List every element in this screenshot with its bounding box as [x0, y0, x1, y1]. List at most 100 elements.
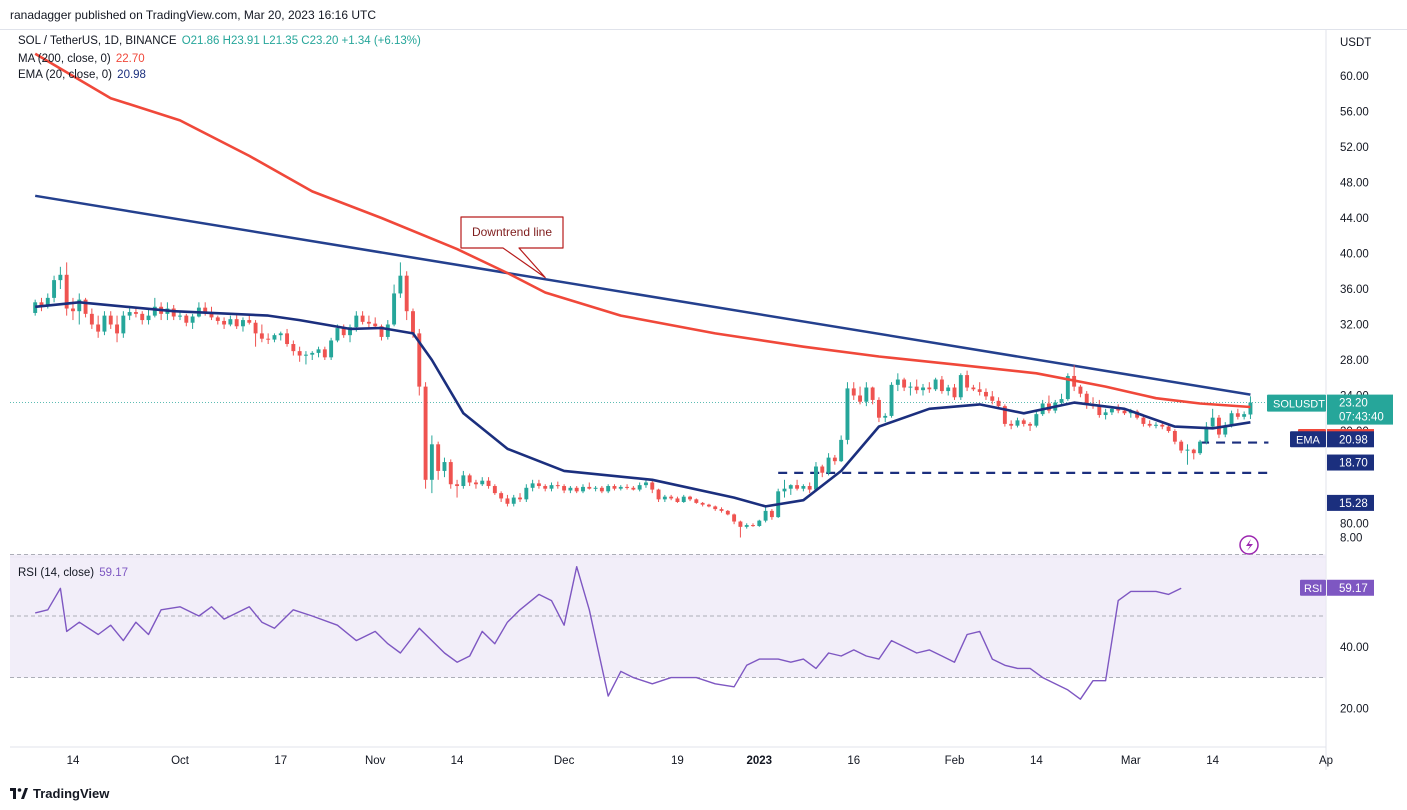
candle-body	[1229, 413, 1234, 426]
candle-body	[77, 299, 82, 312]
axis-price-label-bg	[1327, 494, 1374, 511]
candle-body	[845, 388, 850, 440]
candle-body	[133, 312, 138, 314]
candle-body	[908, 386, 913, 388]
candle-body	[536, 483, 541, 487]
tradingview-brand: TradingView	[33, 786, 110, 801]
candle-body	[725, 510, 730, 515]
candle-body	[832, 457, 837, 462]
candle-body	[184, 315, 189, 323]
ema20-line	[35, 301, 1251, 508]
rsi-tag-bg	[1300, 579, 1326, 596]
price-tick-label: 36.00	[1340, 284, 1369, 296]
axis-price-label-value: 18.70	[1339, 458, 1368, 470]
candle-body	[303, 354, 308, 356]
last-price-label-bg	[1327, 394, 1393, 425]
candle-body	[883, 415, 888, 418]
candle-body	[392, 293, 397, 325]
candle-body	[1059, 399, 1064, 403]
candle-body	[543, 486, 548, 489]
candle-body	[33, 302, 38, 313]
symbol-tag-bg	[1267, 394, 1326, 412]
axis-price-label-value: 15.28	[1339, 498, 1368, 510]
candle-body	[366, 321, 371, 324]
candle-body	[373, 323, 378, 327]
rsi-axis-label-value: 59.17	[1339, 583, 1368, 595]
time-tick-label: Feb	[945, 755, 965, 767]
candle-body	[625, 486, 630, 488]
candle-body	[688, 496, 692, 500]
price-tick-label: 40.00	[1340, 249, 1369, 261]
candle-body	[1147, 423, 1152, 426]
candle-body	[518, 497, 522, 500]
lightning-icon-circle	[1239, 535, 1259, 555]
candle-body	[788, 485, 793, 489]
time-tick-label: Dec	[554, 755, 575, 767]
candle-body	[461, 475, 466, 487]
ma-legend-label: MA (200, close, 0)	[18, 53, 111, 65]
candle-body	[1021, 420, 1026, 424]
candle-body	[1179, 441, 1184, 451]
price-tick-label: 60.00	[1340, 71, 1369, 83]
candle-body	[669, 496, 674, 499]
price-tick-label: 32.00	[1340, 320, 1369, 332]
candle-body	[738, 521, 743, 527]
tradingview-logo[interactable]: TradingView	[10, 786, 109, 801]
candle-body	[662, 496, 667, 500]
time-tick-label: 14	[67, 755, 80, 767]
candle-body	[354, 315, 359, 328]
candle-body	[732, 514, 737, 522]
candle-body	[1223, 425, 1228, 435]
candle-body	[757, 520, 762, 526]
candle-body	[606, 486, 611, 492]
rsi-legend-label: RSI (14, close)	[18, 567, 95, 579]
candle-body	[423, 386, 428, 480]
candle-body	[448, 462, 453, 485]
candle-body	[64, 274, 69, 309]
candle-body	[272, 335, 277, 340]
candle-body	[700, 502, 705, 505]
candle-body	[404, 275, 409, 312]
candle-body	[360, 315, 365, 322]
candle-body	[587, 486, 592, 489]
candle-body	[1028, 423, 1033, 426]
candles-group	[33, 262, 1253, 538]
candle-body	[656, 489, 661, 500]
candle-body	[1242, 414, 1247, 417]
lightning-icon	[1239, 535, 1259, 555]
candle-body	[1116, 408, 1121, 411]
candle-body	[474, 482, 478, 485]
candle-body	[914, 386, 919, 391]
candle-body	[322, 349, 327, 358]
candle-body	[455, 484, 460, 487]
candle-body	[348, 327, 352, 336]
candle-body	[45, 297, 50, 306]
candle-body	[1002, 406, 1007, 424]
tradingview-logo-icon	[10, 788, 28, 799]
candle-body	[839, 439, 844, 462]
downtrend-callout-text: Downtrend line	[472, 225, 552, 239]
candle-body	[259, 333, 264, 339]
price-tick-label: 56.00	[1340, 107, 1369, 119]
candle-body	[612, 486, 617, 489]
candle-body	[574, 487, 579, 492]
candle-body	[530, 483, 535, 488]
downtrend-callout	[460, 216, 564, 279]
footer-bar: TradingView	[0, 778, 1407, 810]
candle-body	[411, 311, 415, 334]
candle-body	[1097, 406, 1102, 416]
symbol-tag-text: SOLUSDT	[1273, 399, 1325, 411]
candle-body	[291, 344, 296, 352]
candle-body	[436, 444, 441, 471]
rsi-legend: RSI (14, close) 59.17	[18, 567, 128, 579]
candle-body	[927, 387, 932, 390]
axis-price-label-bg	[1327, 431, 1374, 448]
candle-body	[115, 324, 119, 334]
candle-body	[398, 275, 403, 294]
candle-body	[581, 486, 585, 492]
candle-body	[121, 315, 126, 334]
candle-body	[795, 485, 800, 489]
candle-body	[1103, 412, 1108, 416]
candle-body	[316, 349, 321, 353]
